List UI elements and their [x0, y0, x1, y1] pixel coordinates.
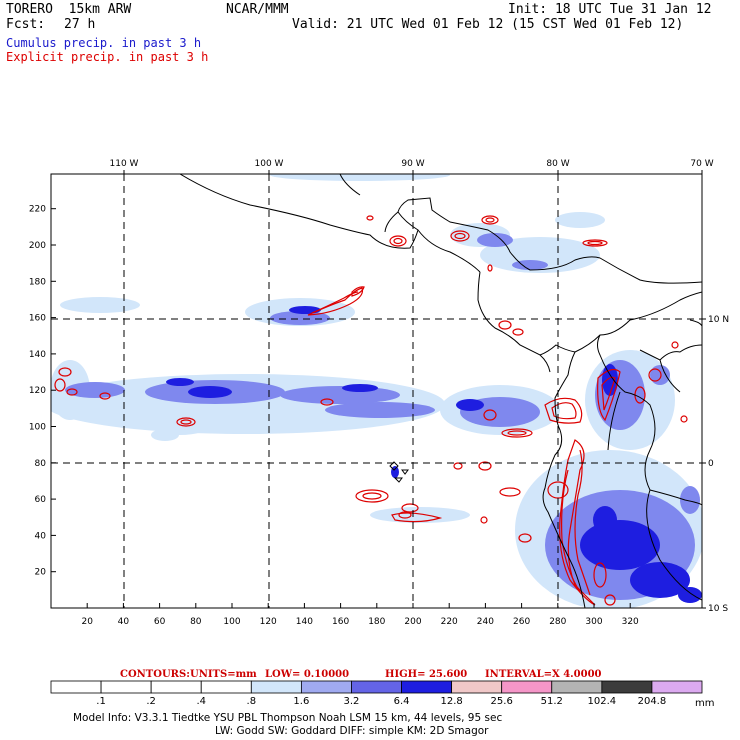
- colorbar-label: 102.4: [588, 696, 617, 707]
- colorbar-swatch: [651, 680, 703, 694]
- model-info-line2: LW: Godd SW: Goddard DIFF: simple KM: 2D…: [215, 725, 489, 737]
- y-tick-label: 120: [29, 386, 46, 396]
- y-tick-label: 220: [29, 205, 46, 215]
- colorbar-swatch: [300, 680, 352, 694]
- colorbar-swatch: [50, 680, 102, 694]
- x-tick-label: 100: [223, 617, 240, 627]
- x-tick-label: 320: [622, 617, 639, 627]
- latitude-label: 10 S: [708, 604, 728, 614]
- x-tick-label: 200: [404, 617, 421, 627]
- model-title: TORERO 15km ARW: [6, 2, 132, 17]
- x-tick-label: 20: [81, 617, 93, 627]
- org-label: NCAR/MMM: [226, 2, 289, 17]
- x-tick-label: 240: [477, 617, 494, 627]
- x-tick-label: 40: [118, 617, 130, 627]
- y-tick-label: 20: [35, 568, 47, 578]
- colorbar-label: .2: [146, 696, 156, 707]
- x-tick-label: 60: [154, 617, 166, 627]
- precip-layer: [51, 174, 702, 608]
- y-tick-label: 200: [29, 241, 46, 251]
- explicit-contours: [54, 215, 688, 606]
- longitude-labels: 110 W 100 W 90 W 80 W 70 W: [110, 159, 714, 174]
- colorbar-swatch: [401, 680, 453, 694]
- valid-time: Valid: 21 UTC Wed 01 Feb 12 (15 CST Wed …: [292, 17, 684, 32]
- x-tick-label: 160: [332, 617, 349, 627]
- coastlines: [179, 174, 702, 608]
- explicit-legend: Explicit precip. in past 3 h: [6, 50, 209, 64]
- x-tick-label: 140: [296, 617, 313, 627]
- colorbar-label: 12.8: [440, 696, 462, 707]
- x-tick-label: 280: [549, 617, 566, 627]
- colorbar-label: 51.2: [541, 696, 563, 707]
- y-tick-label: 180: [29, 277, 46, 287]
- init-time: Init: 18 UTC Tue 31 Jan 12: [508, 2, 712, 17]
- colorbar-label: 3.2: [344, 696, 360, 707]
- fcst-label: Fcst:: [6, 17, 46, 32]
- y-tick-label: 100: [29, 423, 46, 433]
- latitude-labels: 10 N 0 10 S: [702, 315, 729, 614]
- colorbar-label: 1.6: [293, 696, 309, 707]
- longitude-label: 110 W: [110, 159, 139, 169]
- model-info-line1: Model Info: V3.3.1 Tiedtke YSU PBL Thomp…: [73, 712, 502, 724]
- colorbar-label: .8: [247, 696, 257, 707]
- x-tick-label: 180: [368, 617, 385, 627]
- longitude-label: 100 W: [255, 159, 284, 169]
- fcst-value: 27 h: [64, 17, 96, 32]
- longitude-label: 80 W: [546, 159, 569, 169]
- cumulus-legend: Cumulus precip. in past 3 h: [6, 36, 202, 50]
- contours-interval: INTERVAL=X 4.0000: [485, 669, 602, 680]
- lat-lon-grid: [51, 174, 702, 608]
- x-tick-label: 300: [585, 617, 602, 627]
- x-tick-label: 80: [190, 617, 202, 627]
- y-tick-label: 60: [35, 495, 47, 505]
- colorbar-label: 6.4: [394, 696, 410, 707]
- contours-units: UNITS=mm: [190, 669, 257, 680]
- colorbar-label: .4: [196, 696, 206, 707]
- colorbar-swatch: [200, 680, 252, 694]
- y-axis-ticks: 20 40 60 80 100 120 140 160 180 200 220: [29, 205, 56, 578]
- contour-info: CONTOURS: UNITS=mm LOW= 0.10000 HIGH= 25…: [120, 669, 602, 680]
- colorbar-swatch: [601, 680, 653, 694]
- colorbar-swatch: [451, 680, 503, 694]
- longitude-label: 70 W: [690, 159, 713, 169]
- y-tick-label: 140: [29, 350, 46, 360]
- colorbar-swatch: [501, 680, 553, 694]
- x-tick-label: 220: [441, 617, 458, 627]
- colorbar-swatch: [351, 680, 402, 694]
- x-axis-ticks: 20 40 60 80 100 120 140 160 180 200 220 240 260 280 30…: [81, 603, 639, 627]
- y-tick-label: 80: [35, 459, 47, 469]
- y-tick-label: 40: [35, 531, 47, 541]
- longitude-label: 90 W: [401, 159, 424, 169]
- contours-high: HIGH= 25.600: [385, 669, 467, 680]
- contours-label: CONTOURS:: [120, 669, 190, 680]
- y-tick-label: 160: [29, 314, 46, 324]
- colorbar-swatch: [250, 680, 302, 694]
- colorbar-swatch: [551, 680, 603, 694]
- colorbar: .1 .2 .4 .8 1.6 3.2 6.4 12.8 25.6 51.2 102.4 204.8: [50, 680, 703, 707]
- contours-low: LOW= 0.10000: [265, 669, 349, 680]
- latitude-label: 0: [708, 459, 714, 469]
- colorbar-swatch: [150, 680, 202, 694]
- colorbar-label: .1: [96, 696, 106, 707]
- latitude-label: 10 N: [708, 315, 729, 325]
- colorbar-label: 25.6: [491, 696, 513, 707]
- colorbar-swatch: [100, 680, 152, 694]
- cumulus-heavy-shading: [166, 306, 702, 603]
- x-tick-label: 120: [260, 617, 277, 627]
- colorbar-units: mm: [695, 698, 714, 709]
- x-tick-label: 260: [513, 617, 530, 627]
- colorbar-label: 204.8: [638, 696, 667, 707]
